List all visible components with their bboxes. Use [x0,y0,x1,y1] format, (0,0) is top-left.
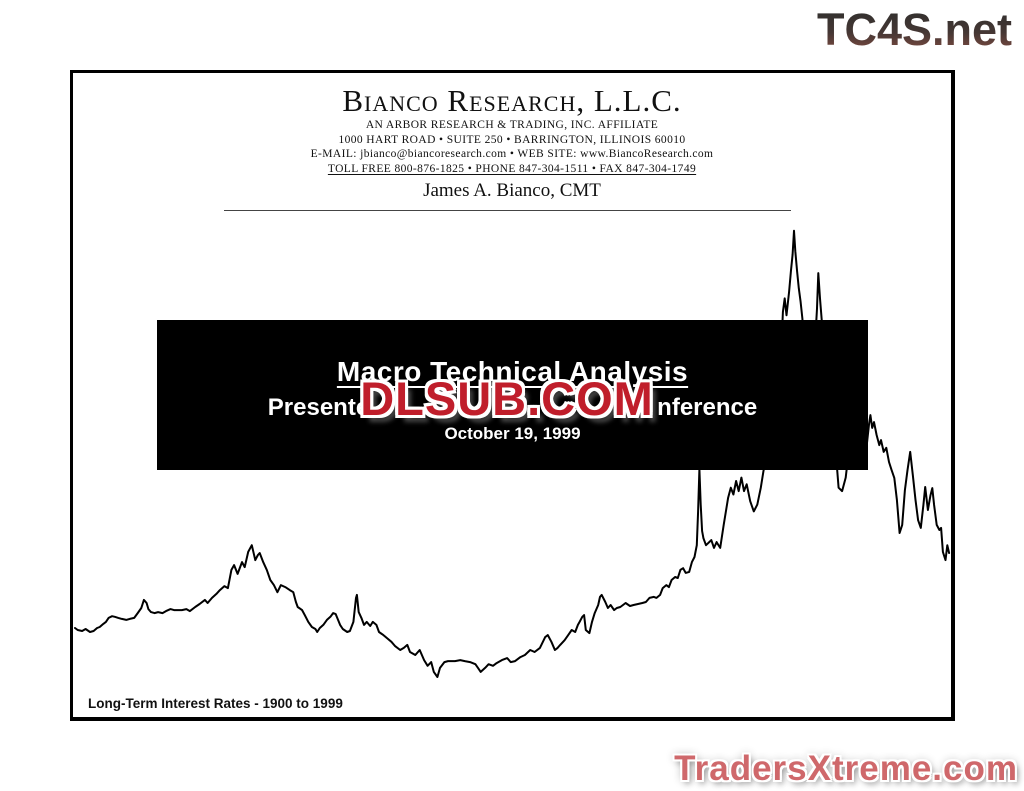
tc4s-watermark: TC4S.net [816,4,1012,55]
presentation-subtitle: Presente nference [268,395,757,421]
author-name: James A. Bianco, CMT [423,180,601,201]
presentation-date: October 19, 1999 [444,424,581,443]
address-line: 1000 HART ROAD • SUITE 250 • BARRINGTON,… [338,133,686,146]
dlsub-watermark: DLSUB.COM [360,372,654,425]
letterhead: Bianco Research, L.L.C. AN ARBOR RESEARC… [311,84,714,202]
header-divider [224,210,791,211]
presentation-box: Macro Technical Analysis Presente nferen… [157,320,868,470]
phone-line: TOLL FREE 800-876-1825 • PHONE 847-304-1… [327,162,697,175]
subtitle-right-fragment: nference [657,394,758,421]
contact-line: E-MAIL: jbianco@biancoresearch.com • WEB… [310,148,714,160]
chart-title: Long-Term Interest Rates - 1900 to 1999 [88,696,343,711]
tradersxtreme-watermark: TradersXtreme.com [674,749,1018,788]
subtitle-left-fragment: Presente [267,394,370,421]
affiliate-line: AN ARBOR RESEARCH & TRADING, INC. AFFILI… [365,119,659,131]
company-name: Bianco Research, L.L.C. [342,83,682,118]
presentation-title: Macro Technical Analysis [336,356,689,387]
